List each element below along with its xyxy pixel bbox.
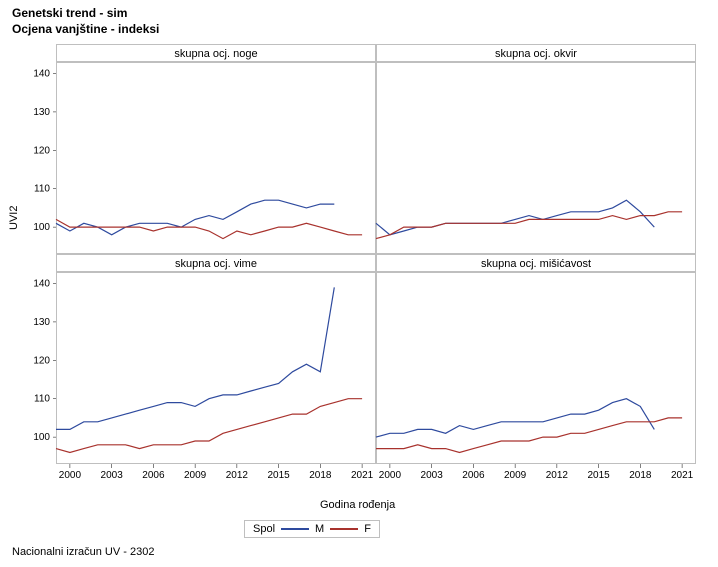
- title-line-2: Ocjena vanjštine - indeksi: [12, 22, 159, 36]
- y-axis-label: UVI2: [8, 206, 20, 230]
- x-tick-label: 2012: [546, 470, 569, 481]
- x-tick-label: 2009: [184, 470, 207, 481]
- y-tick-label: 140: [33, 69, 50, 80]
- panel-title: skupna ocj. okvir: [495, 48, 577, 60]
- y-tick-label: 100: [33, 222, 50, 233]
- legend-label-m: M: [315, 523, 324, 535]
- x-tick-label: 2003: [421, 470, 444, 481]
- panel-title: skupna ocj. noge: [174, 48, 257, 60]
- legend-swatch-m: [281, 528, 309, 530]
- chart-root: Genetski trend - sim Ocjena vanjštine - …: [0, 0, 718, 567]
- legend: Spol M F: [244, 520, 380, 538]
- series-line-f: [376, 418, 682, 453]
- x-tick-label: 2021: [351, 470, 374, 481]
- panel-title: skupna ocj. vime: [175, 258, 257, 270]
- chart-grid: skupna ocj. noge skupna ocj. okvir skupna …: [56, 44, 696, 484]
- x-tick-label: 2000: [59, 470, 82, 481]
- footer-text: Nacionalni izračun UV - 2302: [12, 546, 154, 558]
- x-tick-label: 2018: [629, 470, 652, 481]
- x-tick-label: 2006: [462, 470, 485, 481]
- title-line-1: Genetski trend - sim: [12, 6, 127, 20]
- panel-title: skupna ocj. mišićavost: [481, 258, 591, 270]
- y-tick-label: 130: [33, 107, 50, 118]
- x-tick-label: 2000: [379, 470, 402, 481]
- y-tick-label: 110: [34, 394, 50, 405]
- series-line-m: [376, 399, 654, 437]
- x-tick-label: 2018: [309, 470, 332, 481]
- legend-label-f: F: [364, 523, 371, 535]
- y-tick-label: 140: [33, 279, 50, 290]
- x-tick-label: 2015: [267, 470, 290, 481]
- y-tick-label: 130: [33, 317, 50, 328]
- y-tick-label: 110: [34, 184, 50, 195]
- series-line-m: [56, 200, 334, 235]
- x-tick-label: 2009: [504, 470, 527, 481]
- x-tick-label: 2006: [142, 470, 165, 481]
- y-tick-label: 100: [33, 432, 50, 443]
- y-tick-label: 120: [33, 355, 50, 366]
- x-tick-label: 2021: [671, 470, 694, 481]
- series-line-f: [56, 399, 362, 453]
- legend-title: Spol: [253, 523, 275, 535]
- legend-swatch-f: [330, 528, 358, 530]
- x-tick-label: 2015: [587, 470, 610, 481]
- series-line-m: [56, 287, 334, 429]
- x-tick-label: 2012: [226, 470, 249, 481]
- series-line-m: [376, 200, 654, 235]
- x-tick-label: 2003: [101, 470, 124, 481]
- y-tick-label: 120: [33, 145, 50, 156]
- x-axis-label: Godina rođenja: [320, 499, 395, 511]
